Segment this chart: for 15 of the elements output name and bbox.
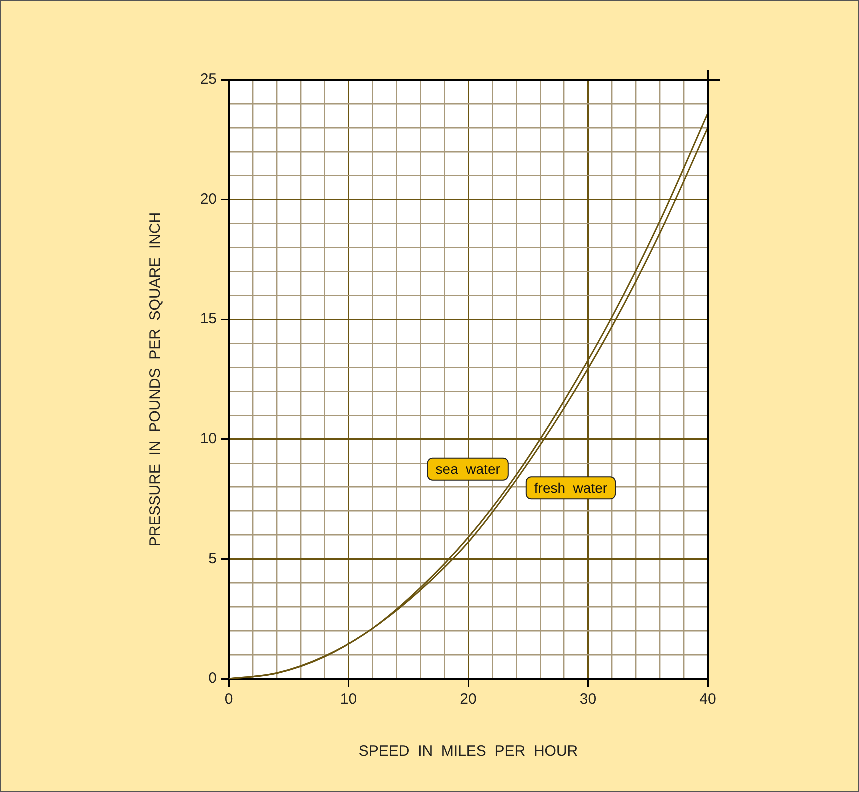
- y-tick-label: 10: [200, 430, 217, 448]
- y-tick-label: 0: [208, 670, 217, 688]
- y-tick-label: 20: [200, 190, 217, 208]
- y-tick-label: 25: [200, 71, 217, 88]
- x-tick-label: 10: [340, 691, 358, 708]
- x-tick-label: 30: [580, 691, 597, 708]
- series-label: sea water: [436, 461, 501, 478]
- y-tick-label: 15: [200, 310, 217, 328]
- x-axis-title: SPEED IN MILES PER HOUR: [358, 743, 578, 760]
- x-tick-label: 0: [224, 691, 234, 708]
- y-axis-title: PRESSURE IN POUNDS PER SQUARE INCH: [147, 212, 164, 547]
- x-tick-label: 40: [700, 691, 716, 708]
- series-label: fresh water: [534, 480, 608, 496]
- x-tick-label: 20: [460, 691, 477, 708]
- y-tick-label: 5: [208, 550, 217, 568]
